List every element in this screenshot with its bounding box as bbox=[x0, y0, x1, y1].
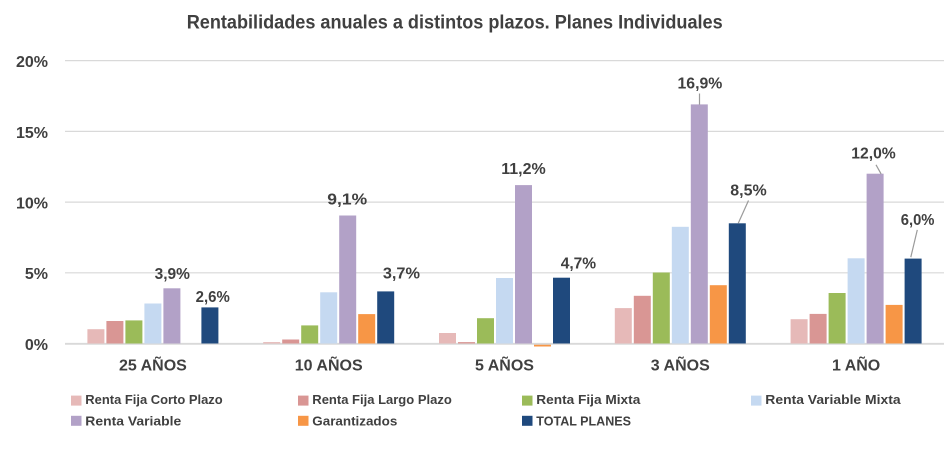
svg-text:3 AÑOS: 3 AÑOS bbox=[651, 354, 710, 374]
svg-text:Renta Variable Mixta: Renta Variable Mixta bbox=[765, 392, 901, 407]
svg-text:11,2%: 11,2% bbox=[501, 161, 545, 178]
svg-text:4,7%: 4,7% bbox=[561, 256, 596, 273]
svg-text:TOTAL PLANES: TOTAL PLANES bbox=[536, 413, 631, 428]
svg-text:8,5%: 8,5% bbox=[730, 183, 766, 200]
svg-text:16,9%: 16,9% bbox=[678, 75, 723, 92]
svg-text:9,1%: 9,1% bbox=[327, 192, 367, 209]
svg-text:2,6%: 2,6% bbox=[196, 289, 230, 306]
svg-text:Renta Variable: Renta Variable bbox=[85, 413, 181, 428]
svg-text:3,7%: 3,7% bbox=[383, 266, 420, 283]
svg-text:1 AÑO: 1 AÑO bbox=[832, 354, 880, 374]
svg-text:5%: 5% bbox=[25, 266, 48, 283]
svg-text:10 AÑOS: 10 AÑOS bbox=[295, 354, 363, 374]
svg-text:Garantizados: Garantizados bbox=[312, 413, 397, 428]
svg-text:Renta Fija Largo Plazo: Renta Fija Largo Plazo bbox=[312, 392, 452, 407]
svg-text:Rentabilidades anuales a disti: Rentabilidades anuales a distintos plazo… bbox=[187, 12, 723, 34]
svg-text:20%: 20% bbox=[16, 54, 48, 71]
svg-text:25 AÑOS: 25 AÑOS bbox=[119, 354, 187, 374]
svg-text:12,0%: 12,0% bbox=[851, 145, 896, 162]
svg-text:0%: 0% bbox=[25, 337, 48, 354]
svg-text:Renta Fija Mixta: Renta Fija Mixta bbox=[536, 392, 641, 407]
svg-text:15%: 15% bbox=[16, 125, 48, 142]
svg-text:5 AÑOS: 5 AÑOS bbox=[475, 354, 534, 374]
svg-text:Renta Fija Corto Plazo: Renta Fija Corto Plazo bbox=[85, 392, 222, 407]
svg-text:3,9%: 3,9% bbox=[155, 266, 190, 283]
svg-text:6,0%: 6,0% bbox=[901, 212, 935, 229]
svg-text:10%: 10% bbox=[16, 196, 48, 213]
